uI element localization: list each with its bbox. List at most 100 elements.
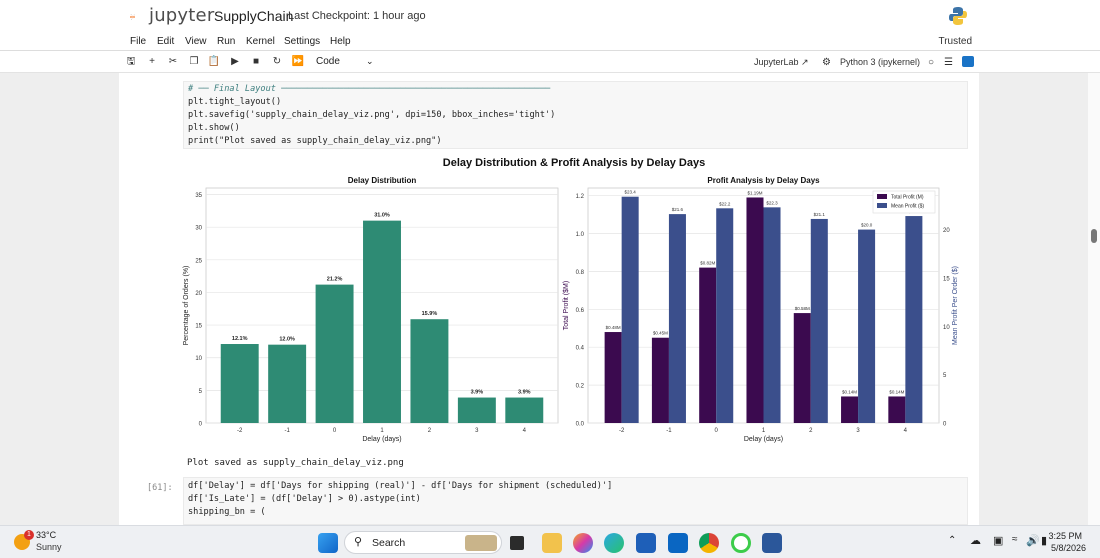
jupyter-logo-icon[interactable] bbox=[130, 6, 152, 28]
fast-forward-icon[interactable]: ⏩ bbox=[291, 56, 305, 67]
menu-kernel[interactable]: Kernel bbox=[246, 36, 275, 47]
cut-icon[interactable]: ✂ bbox=[168, 56, 178, 67]
y-tick-label: 30 bbox=[195, 226, 202, 232]
menu-help[interactable]: Help bbox=[330, 36, 351, 47]
y-tick-label-left: 1.2 bbox=[576, 194, 585, 200]
bar-total-profit bbox=[793, 313, 811, 423]
x-tick-label: 0 bbox=[333, 428, 337, 434]
kernel-name[interactable]: Python 3 (ipykernel) bbox=[840, 57, 921, 67]
y-tick-label: 25 bbox=[195, 258, 202, 264]
code-line: # ── Final Layout ──────────────────────… bbox=[188, 84, 551, 94]
weather-condition: Sunny bbox=[36, 542, 62, 552]
linkedin-icon[interactable] bbox=[668, 533, 688, 553]
x-axis-label: Delay (days) bbox=[744, 436, 783, 443]
y-tick-label-right: 15 bbox=[943, 276, 950, 282]
display-icon[interactable]: ▣ bbox=[993, 535, 1004, 547]
battery-icon[interactable]: ▮ bbox=[1041, 535, 1048, 547]
code-line: df['Delay'] = df['Days for shipping (rea… bbox=[188, 481, 613, 491]
paste-icon[interactable]: 📋 bbox=[207, 56, 221, 67]
data-label: $0.45M bbox=[653, 331, 668, 336]
menu-lines-icon[interactable]: ☰ bbox=[944, 57, 953, 68]
notebook-toolbar: 🖫 + ✂ ❐ 📋 ▶ ■ ↻ ⏩ Code ⌄ JupyterLab ↗ ⚙ … bbox=[0, 51, 1100, 73]
bar-mean-profit bbox=[668, 214, 686, 423]
figure-suptitle: Delay Distribution & Profit Analysis by … bbox=[443, 157, 705, 169]
bar-mean-profit bbox=[763, 207, 781, 423]
x-tick-label: 2 bbox=[428, 428, 432, 434]
code-line: shipping_bn = ( bbox=[188, 507, 266, 517]
code-cell-1[interactable]: # ── Final Layout ──────────────────────… bbox=[183, 81, 968, 149]
menu-run[interactable]: Run bbox=[217, 36, 236, 47]
file-explorer-icon[interactable] bbox=[542, 533, 562, 553]
save-icon[interactable]: 🖫 bbox=[126, 56, 136, 67]
chart-profit-analysis: 0.00.20.40.60.81.01.205101520$0.48M$23.4… bbox=[563, 176, 959, 443]
copilot-icon[interactable] bbox=[573, 533, 593, 553]
checkpoint-status: Last Checkpoint: 1 hour ago bbox=[288, 10, 426, 22]
menu-settings[interactable]: Settings bbox=[284, 36, 321, 47]
bar bbox=[410, 319, 449, 423]
restart-icon[interactable]: ↻ bbox=[272, 56, 282, 67]
settings-gear-icon[interactable]: ⚙ bbox=[822, 57, 831, 68]
copy-icon[interactable]: ❐ bbox=[189, 56, 199, 67]
cell-type-select[interactable]: Code ⌄ bbox=[316, 56, 376, 67]
y-tick-label: 0 bbox=[199, 422, 203, 428]
y-tick-label-right: 10 bbox=[943, 325, 950, 331]
x-tick-label: 4 bbox=[904, 428, 908, 434]
y-tick-label: 5 bbox=[199, 389, 203, 395]
wifi-icon[interactable]: ≈ bbox=[1012, 534, 1018, 545]
data-label: $23.4 bbox=[625, 190, 637, 195]
y-axis-label-right: Mean Profit Per Order ($) bbox=[952, 266, 959, 345]
notebook-name[interactable]: SupplyChain bbox=[214, 8, 294, 24]
task-view-icon[interactable] bbox=[510, 536, 524, 550]
taskbar-search[interactable]: ⚲ Search bbox=[344, 531, 502, 554]
data-label: 3.9% bbox=[471, 390, 484, 396]
y-tick-label: 15 bbox=[195, 324, 202, 330]
y-tick-label-right: 5 bbox=[943, 373, 947, 379]
chart-title: Profit Analysis by Delay Days bbox=[707, 176, 820, 185]
data-label: $21.6 bbox=[672, 207, 684, 212]
chrome-icon[interactable] bbox=[699, 533, 719, 553]
cloud-icon[interactable]: ☁ bbox=[970, 535, 981, 547]
cell-prompt: [61]: bbox=[147, 483, 173, 493]
run-icon[interactable]: ▶ bbox=[231, 56, 239, 67]
stop-icon[interactable]: ■ bbox=[252, 56, 260, 67]
x-tick-label: -1 bbox=[284, 428, 290, 434]
bar-mean-profit bbox=[716, 208, 734, 423]
x-tick-label: 4 bbox=[523, 428, 527, 434]
bar-mean-profit bbox=[810, 218, 828, 423]
data-label: $0.58M bbox=[795, 306, 810, 311]
word-icon[interactable] bbox=[762, 533, 782, 553]
jupyterlab-link[interactable]: JupyterLab ↗ bbox=[754, 57, 809, 68]
panel-toggle-icon[interactable] bbox=[962, 56, 974, 67]
x-tick-label: -1 bbox=[666, 428, 672, 434]
chevron-up-icon[interactable]: ⌃ bbox=[948, 535, 957, 546]
scrollbar-thumb[interactable] bbox=[1091, 229, 1097, 243]
jupyterlab-link-label: JupyterLab bbox=[754, 57, 799, 67]
menu-view[interactable]: View bbox=[185, 36, 207, 47]
data-label: $20.0 bbox=[861, 223, 873, 228]
data-label: $0.82M bbox=[700, 261, 715, 266]
legend-label: Total Profit (M) bbox=[891, 195, 924, 201]
legend-box bbox=[872, 190, 936, 214]
bar-total-profit bbox=[888, 396, 906, 423]
y-axis-label-left: Total Profit ($M) bbox=[563, 281, 570, 330]
green-app-icon[interactable] bbox=[731, 533, 751, 553]
y-tick-label: 35 bbox=[195, 193, 202, 199]
data-label: $0.14M bbox=[889, 389, 904, 394]
trusted-indicator[interactable]: Trusted bbox=[938, 36, 972, 47]
bar bbox=[220, 344, 259, 423]
volume-icon[interactable]: 🔊 bbox=[1026, 535, 1040, 547]
legend-swatch bbox=[877, 194, 887, 199]
menu-edit[interactable]: Edit bbox=[157, 36, 175, 47]
windows-start-icon[interactable] bbox=[318, 533, 338, 553]
scrollbar[interactable] bbox=[1088, 73, 1100, 525]
menu-bar: File Edit View Run Kernel Settings Help … bbox=[0, 32, 1100, 51]
store-icon[interactable] bbox=[636, 533, 656, 553]
menu-file[interactable]: File bbox=[130, 36, 147, 47]
bar-total-profit bbox=[746, 197, 764, 423]
bar-total-profit bbox=[841, 396, 859, 423]
edge-browser-icon[interactable] bbox=[604, 533, 624, 553]
code-cell-2[interactable]: df['Delay'] = df['Days for shipping (rea… bbox=[183, 477, 968, 525]
add-cell-icon[interactable]: + bbox=[149, 56, 155, 67]
y-tick-label-left: 0.8 bbox=[576, 270, 585, 276]
chart-legend: Total Profit (M) Mean Profit ($) bbox=[872, 190, 936, 214]
